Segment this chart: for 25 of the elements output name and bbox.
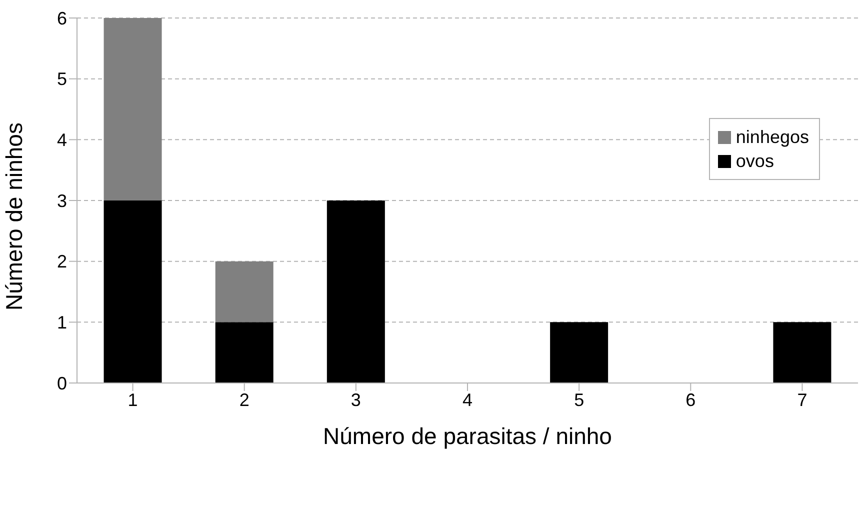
y-tick-label: 6 (56, 8, 67, 28)
y-tick-label: 0 (56, 373, 67, 394)
bar (550, 322, 608, 383)
y-tick-label: 5 (56, 69, 67, 90)
x-tick-label: 2 (239, 390, 250, 410)
x-tick-label: 3 (350, 390, 361, 410)
legend-label: ovos (736, 150, 774, 173)
bar (326, 200, 385, 383)
x-tick-label: 5 (574, 390, 584, 410)
y-tick-label: 1 (56, 312, 67, 333)
bar (215, 261, 274, 322)
y-tick-label: 3 (56, 190, 67, 211)
bar (215, 322, 274, 383)
x-tick-label: 1 (128, 390, 138, 410)
legend-label: ninhegos (736, 126, 809, 149)
x-axis-title: Número de parasitas / ninho (323, 423, 612, 449)
bar (104, 200, 162, 383)
x-tick-label: 4 (462, 390, 473, 410)
y-axis-title: Número de ninhos (1, 122, 28, 310)
bar (104, 18, 162, 200)
x-tick-label: 6 (686, 390, 696, 410)
bar (773, 322, 832, 383)
x-tick-label: 7 (797, 390, 808, 410)
y-tick-label: 4 (56, 130, 67, 150)
y-tick-label: 2 (56, 252, 67, 272)
